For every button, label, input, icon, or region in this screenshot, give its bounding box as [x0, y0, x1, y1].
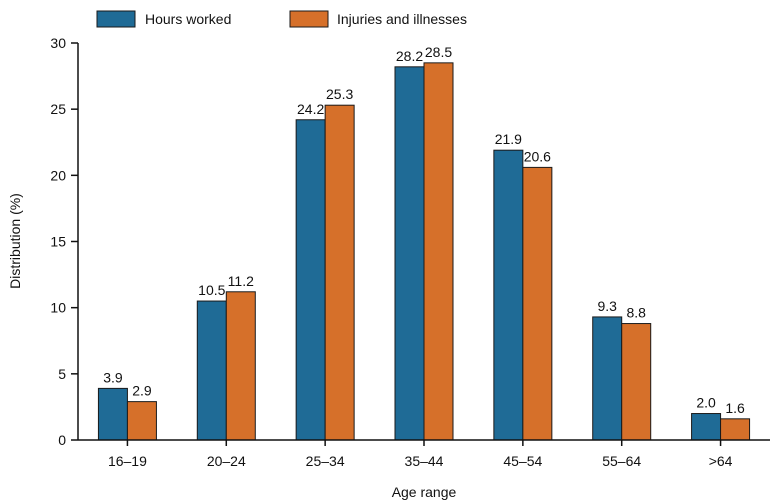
- data-label-injuries-5: 8.8: [626, 305, 646, 321]
- bar-hours-worked-4: [493, 149, 524, 441]
- y-tick-label-5: 25: [50, 101, 66, 117]
- bar-injuries-2: [324, 104, 355, 441]
- x-tick-label-0: 16–19: [108, 453, 147, 469]
- x-axis-title: Age range: [392, 484, 457, 500]
- bar-hours-worked-5: [592, 316, 623, 441]
- bar-injuries-6: [720, 418, 751, 441]
- data-label-hours-worked-0: 3.9: [103, 369, 123, 385]
- bar-hours-worked-3: [394, 66, 425, 441]
- data-label-hours-worked-1: 10.5: [198, 282, 225, 298]
- data-label-injuries-6: 1.6: [725, 400, 745, 416]
- bar-hours-worked-0: [97, 387, 128, 441]
- legend-swatch-hours-worked: [96, 10, 136, 28]
- data-label-hours-worked-5: 9.3: [597, 298, 617, 314]
- data-label-hours-worked-6: 2.0: [696, 395, 716, 411]
- bar-hours-worked-2: [295, 119, 326, 441]
- data-label-hours-worked-3: 28.2: [396, 48, 423, 64]
- x-tick-label-3: 35–44: [405, 453, 444, 469]
- x-tick-label-4: 45–54: [503, 453, 542, 469]
- y-axis-title: Distribution (%): [7, 193, 23, 289]
- bar-hours-worked-1: [196, 300, 227, 441]
- x-tick-label-6: >64: [709, 453, 733, 469]
- legend-swatch-injuries-and-illnesses: [289, 10, 329, 28]
- y-tick-label-3: 15: [50, 234, 66, 250]
- data-label-injuries-3: 28.5: [425, 44, 452, 60]
- x-tick-label-1: 20–24: [207, 453, 246, 469]
- bar-injuries-1: [225, 291, 256, 441]
- y-tick-label-1: 5: [58, 366, 66, 382]
- x-tick-label-2: 25–34: [306, 453, 345, 469]
- data-label-hours-worked-2: 24.2: [297, 101, 324, 117]
- y-tick-label-2: 10: [50, 300, 66, 316]
- bar-hours-worked-6: [691, 413, 722, 441]
- data-label-hours-worked-4: 21.9: [495, 131, 522, 147]
- legend: Hours worked Injuries and illnesses: [96, 10, 467, 28]
- plot-area: 0 5 10 15 20 25 30 3.9 2.9 16–19 10.511.2 20–24 24.2…: [50, 35, 751, 469]
- legend-label-injuries-and-illnesses: Injuries and illnesses: [337, 11, 467, 27]
- data-label-injuries-1: 11.2: [228, 273, 254, 289]
- bar-injuries-4: [522, 166, 553, 441]
- legend-label-hours-worked: Hours worked: [145, 11, 231, 27]
- bar-injuries-5: [621, 323, 652, 441]
- y-tick-label-6: 30: [50, 35, 66, 51]
- y-tick-label-4: 20: [50, 167, 66, 183]
- data-label-injuries-4: 20.6: [524, 148, 551, 164]
- y-tick-label-0: 0: [58, 432, 66, 448]
- data-label-injuries-0: 2.9: [132, 383, 152, 399]
- x-tick-label-5: 55–64: [602, 453, 641, 469]
- data-label-injuries-2: 25.3: [326, 86, 353, 102]
- bar-injuries-0: [126, 401, 157, 441]
- bar-injuries-3: [423, 62, 454, 441]
